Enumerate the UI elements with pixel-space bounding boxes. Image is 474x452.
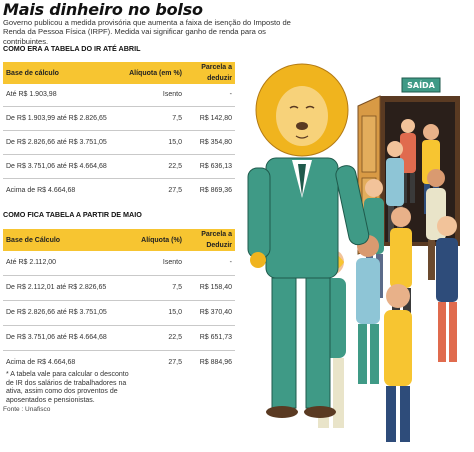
cell-rate: Isento bbox=[123, 84, 185, 107]
person bbox=[436, 216, 458, 362]
table-header-row: Base de cálculo Alíquota (em %) Parcela … bbox=[3, 62, 235, 84]
cell-deduction: R$ 370,40 bbox=[185, 300, 235, 326]
footnote: * A tabela vale para calcular o desconto… bbox=[6, 371, 129, 404]
column-header-base: Base de Cálculo bbox=[3, 229, 123, 251]
cell-base: De R$ 2.826,66 até R$ 3.751,05 bbox=[3, 130, 123, 155]
cell-deduction: R$ 869,36 bbox=[199, 186, 232, 194]
exit-sign: SAÍDA bbox=[401, 77, 441, 93]
source-credit: Fonte : Unafisco bbox=[3, 406, 51, 413]
table-row: De R$ 2.826,66 até R$ 3.751,05 15,0 R$ 3… bbox=[3, 300, 235, 326]
table-row: De R$ 3.751,06 até R$ 4.664,68 22,5 R$ 6… bbox=[3, 154, 235, 179]
column-header-base: Base de cálculo bbox=[3, 62, 123, 84]
cell-base: De R$ 2.112,01 até R$ 2.826,65 bbox=[3, 275, 123, 301]
cell-deduction: R$ 354,80 bbox=[185, 130, 235, 155]
exit-sign-label: SAÍDA bbox=[407, 79, 436, 90]
new-tax-table: Base de Cálculo Alíquota (%) Parcela a D… bbox=[3, 229, 235, 375]
column-header-deduction: Parcela a deduzir bbox=[185, 62, 235, 84]
cell-base: Acima de R$ 4.664,68 bbox=[6, 359, 76, 367]
table-header-row: Base de Cálculo Alíquota (%) Parcela a D… bbox=[3, 229, 235, 251]
cell-base: De R$ 3.751,06 até R$ 4.664,68 bbox=[3, 325, 123, 351]
cell-deduction: - bbox=[185, 251, 235, 276]
cell-rate: Isento bbox=[123, 251, 185, 276]
table-row: Acima de R$ 4.664,68 27,5 R$ 869,36 bbox=[3, 178, 235, 202]
person bbox=[384, 284, 412, 442]
table-row: De R$ 2.112,01 até R$ 2.826,65 7,5 R$ 15… bbox=[3, 275, 235, 301]
lion-figure bbox=[247, 63, 370, 418]
page-title: Mais dinheiro no bolso bbox=[3, 0, 203, 19]
cell-deduction: R$ 158,40 bbox=[185, 275, 235, 301]
crowd bbox=[316, 119, 458, 442]
cell-deduction: R$ 884,96 bbox=[199, 359, 232, 367]
cell-base: De R$ 2.826,66 até R$ 3.751,05 bbox=[3, 300, 123, 326]
cell-base: De R$ 3.751,06 até R$ 4.664,68 bbox=[3, 154, 123, 179]
cell-rate: 15,0 bbox=[123, 300, 185, 326]
cell-rate: 7,5 bbox=[123, 106, 185, 131]
lion-illustration: SAÍDA bbox=[247, 63, 460, 442]
column-header-deduction: Parcela a Deduzir bbox=[185, 229, 235, 251]
person bbox=[356, 235, 380, 384]
cell-rate: 27,5 bbox=[168, 359, 182, 367]
column-header-rate: Alíquota (%) bbox=[123, 229, 185, 251]
cell-deduction: R$ 636,13 bbox=[185, 154, 235, 179]
cell-base: De R$ 1.903,99 até R$ 2.826,65 bbox=[3, 106, 123, 131]
section-heading-new-table: COMO FICA TABELA A PARTIR DE MAIO bbox=[3, 210, 142, 219]
column-header-rate: Alíquota (em %) bbox=[123, 62, 185, 84]
table-row: De R$ 1.903,99 até R$ 2.826,65 7,5 R$ 14… bbox=[3, 106, 235, 131]
section-heading-old-table: COMO ERA A TABELA DO IR ATÉ ABRIL bbox=[3, 44, 141, 53]
cell-rate: 22,5 bbox=[123, 325, 185, 351]
cell-deduction: - bbox=[185, 84, 235, 107]
cell-base: Até R$ 1.903,98 bbox=[3, 84, 123, 107]
cell-base: Acima de R$ 4.664,68 bbox=[6, 186, 76, 194]
cell-rate: 7,5 bbox=[123, 275, 185, 301]
cell-rate: 22,5 bbox=[123, 154, 185, 179]
cell-deduction: R$ 651,73 bbox=[185, 325, 235, 351]
table-row: De R$ 3.751,06 até R$ 4.664,68 22,5 R$ 6… bbox=[3, 325, 235, 351]
table-row: Até R$ 2.112,00 Isento - bbox=[3, 251, 235, 276]
cell-rate: 15,0 bbox=[123, 130, 185, 155]
old-tax-table: Base de cálculo Alíquota (em %) Parcela … bbox=[3, 62, 235, 202]
table-row: Até R$ 1.903,98 Isento - bbox=[3, 84, 235, 107]
cell-deduction: R$ 142,80 bbox=[185, 106, 235, 131]
cell-base: Até R$ 2.112,00 bbox=[3, 251, 123, 276]
cell-rate: 27,5 bbox=[168, 186, 182, 194]
table-row: Acima de R$ 4.664,68 27,5 R$ 884,96 bbox=[3, 350, 235, 375]
table-row: De R$ 2.826,66 até R$ 3.751,05 15,0 R$ 3… bbox=[3, 130, 235, 155]
page-subtitle: Governo publicou a medida provisória que… bbox=[3, 18, 291, 46]
